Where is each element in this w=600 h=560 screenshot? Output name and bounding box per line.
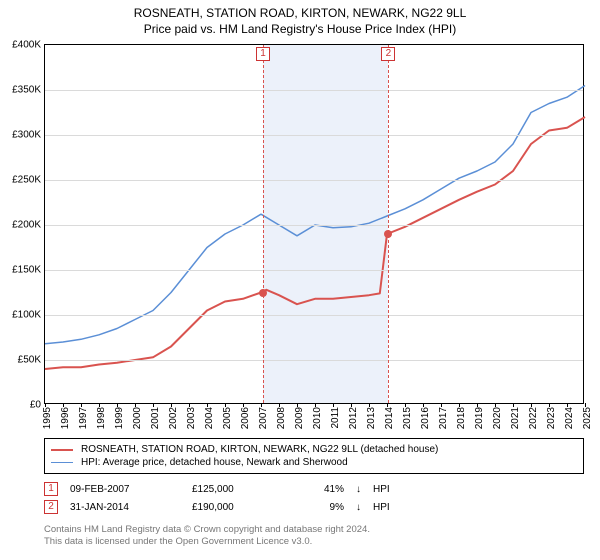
legend-item: ROSNEATH, STATION ROAD, KIRTON, NEWARK, … [51,443,577,456]
reference-price: £190,000 [192,502,282,513]
reference-row: 2 31-JAN-2014 £190,000 9% ↓ HPI [44,498,584,516]
y-axis-label: £150K [12,265,45,276]
y-axis-label: £350K [12,85,45,96]
legend: ROSNEATH, STATION ROAD, KIRTON, NEWARK, … [44,438,584,474]
reference-pct: 9% [294,502,344,513]
attribution-line: This data is licensed under the Open Gov… [44,536,370,548]
reference-hpi-label: HPI [373,484,413,495]
reference-row: 1 09-FEB-2007 £125,000 41% ↓ HPI [44,480,584,498]
x-axis-label: 1999 [114,407,125,429]
reference-hpi-label: HPI [373,502,413,513]
x-axis-label: 2002 [168,407,179,429]
reference-index-box: 1 [44,482,58,496]
x-axis-label: 2004 [204,407,215,429]
y-axis-label: £50K [18,355,45,366]
attribution: Contains HM Land Registry data © Crown c… [44,524,370,548]
x-axis-label: 2005 [222,407,233,429]
y-axis-label: £200K [12,220,45,231]
x-axis-label: 2012 [348,407,359,429]
reference-date: 31-JAN-2014 [70,502,180,513]
reference-date: 09-FEB-2007 [70,484,180,495]
x-axis-label: 2001 [150,407,161,429]
down-arrow-icon: ↓ [356,484,361,495]
x-axis-label: 1995 [42,407,53,429]
chart-container: ROSNEATH, STATION ROAD, KIRTON, NEWARK, … [0,0,600,560]
x-axis-label: 2003 [186,407,197,429]
x-axis-label: 1998 [96,407,107,429]
chart-subtitle: Price paid vs. HM Land Registry's House … [0,20,600,40]
y-axis-label: £400K [12,40,45,51]
x-axis-label: 2024 [564,407,575,429]
x-axis-label: 2008 [276,407,287,429]
reference-table: 1 09-FEB-2007 £125,000 41% ↓ HPI 2 31-JA… [44,480,584,516]
x-axis-label: 2018 [456,407,467,429]
x-axis-label: 2021 [510,407,521,429]
x-axis-label: 2019 [474,407,485,429]
legend-item: HPI: Average price, detached house, Newa… [51,456,577,469]
x-axis-label: 2016 [420,407,431,429]
chart-lines [45,45,583,403]
legend-label: HPI: Average price, detached house, Newa… [81,457,348,468]
x-axis-label: 2023 [546,407,557,429]
reference-price: £125,000 [192,484,282,495]
attribution-line: Contains HM Land Registry data © Crown c… [44,524,370,536]
reference-pct: 41% [294,484,344,495]
x-axis-label: 2022 [528,407,539,429]
reference-index-box: 2 [44,500,58,514]
x-axis-label: 2015 [402,407,413,429]
y-axis-label: £100K [12,310,45,321]
down-arrow-icon: ↓ [356,502,361,513]
x-axis-label: 2020 [492,407,503,429]
x-axis-label: 2010 [312,407,323,429]
x-axis-label: 2017 [438,407,449,429]
x-axis-label: 2014 [384,407,395,429]
x-axis-label: 2000 [132,407,143,429]
x-axis-label: 2011 [330,407,341,429]
sale-marker [259,289,267,297]
reference-marker-box: 1 [256,47,270,61]
x-axis-label: 2025 [582,407,593,429]
x-axis-label: 2013 [366,407,377,429]
x-axis-label: 1996 [60,407,71,429]
reference-marker-box: 2 [381,47,395,61]
y-axis-label: £300K [12,130,45,141]
legend-swatch [51,449,73,451]
plot-area: £0£50K£100K£150K£200K£250K£300K£350K£400… [44,44,584,404]
legend-label: ROSNEATH, STATION ROAD, KIRTON, NEWARK, … [81,444,438,455]
legend-swatch [51,462,73,464]
sale-marker [384,230,392,238]
y-axis-label: £250K [12,175,45,186]
x-axis-label: 2007 [258,407,269,429]
chart-title: ROSNEATH, STATION ROAD, KIRTON, NEWARK, … [0,0,600,20]
x-axis-label: 2006 [240,407,251,429]
x-axis-label: 2009 [294,407,305,429]
x-axis-label: 1997 [78,407,89,429]
